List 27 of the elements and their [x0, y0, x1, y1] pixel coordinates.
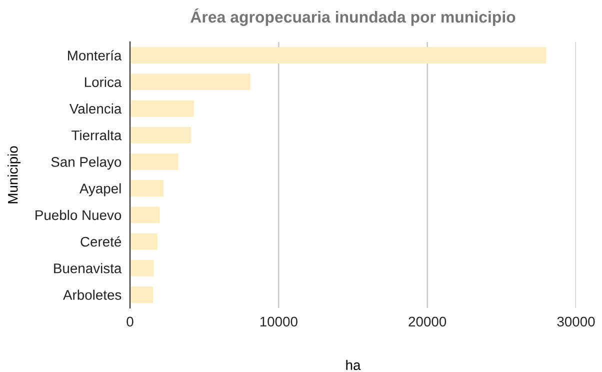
bar	[130, 100, 194, 117]
x-tick-label: 30000	[557, 316, 595, 327]
bar	[130, 180, 164, 197]
y-tick-label: Lorica	[84, 76, 122, 88]
bar	[130, 233, 158, 250]
bar	[130, 47, 546, 64]
bar	[130, 286, 154, 303]
y-tick-label: Buenavista	[54, 263, 122, 274]
x-tick-label: 10000	[260, 316, 298, 327]
y-tick-label: Montería	[68, 50, 122, 60]
y-tick-label: Pueblo Nuevo	[36, 210, 122, 220]
bar	[130, 126, 191, 144]
bar	[130, 74, 250, 90]
chart-title: Área agropecuaria inundada por municipio	[190, 8, 516, 26]
x-axis-title: ha	[346, 360, 361, 370]
y-tick-label: Valencia	[69, 103, 122, 114]
y-tick-label: Cereté	[80, 236, 122, 247]
y-axis-title: Municipio	[8, 146, 21, 204]
y-tick-label: Ayapel	[79, 183, 121, 196]
y-tick-label: San Pelayo	[51, 156, 122, 170]
bar	[130, 206, 160, 224]
bar	[130, 153, 178, 170]
bar	[130, 260, 154, 276]
x-tick-label: 0	[126, 316, 134, 327]
x-tick-label: 20000	[408, 316, 446, 327]
y-tick-label: Tierralta	[72, 130, 122, 140]
y-tick-label: Arboletes	[63, 290, 122, 300]
